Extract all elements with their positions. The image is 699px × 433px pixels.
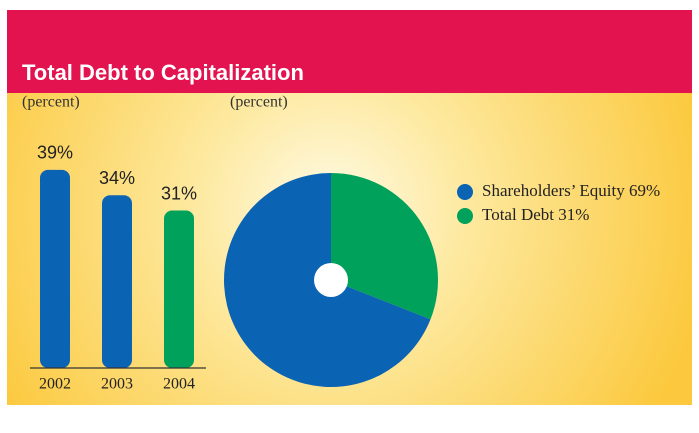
- bar: [164, 210, 194, 368]
- legend-value: 69%: [629, 181, 660, 200]
- value-label: 31%: [161, 183, 197, 203]
- pie-hole: [314, 263, 348, 297]
- legend-swatch: [457, 184, 473, 200]
- legend-entry: Total Debt 31%: [482, 205, 589, 224]
- x-tick-label: 2004: [163, 376, 195, 393]
- value-label: 34%: [99, 168, 135, 188]
- legend-swatch: [457, 208, 473, 224]
- legend-entry: Shareholders’ Equity 69%: [482, 181, 660, 200]
- x-tick-label: 2003: [101, 376, 133, 393]
- legend-name: Total Debt: [482, 205, 554, 224]
- legend-value: 31%: [558, 205, 589, 224]
- legend-name: Shareholders’ Equity: [482, 181, 625, 200]
- bar-subtitle: (percent): [22, 94, 80, 111]
- page-title: Total Debt to Capitalization: [22, 60, 304, 85]
- header-band: [7, 10, 692, 93]
- bar: [102, 195, 132, 368]
- value-label: 39%: [37, 143, 73, 163]
- x-tick-label: 2002: [39, 376, 71, 393]
- bar: [40, 169, 70, 368]
- pie-slice: [331, 173, 438, 320]
- pie-subtitle: (percent): [230, 94, 288, 111]
